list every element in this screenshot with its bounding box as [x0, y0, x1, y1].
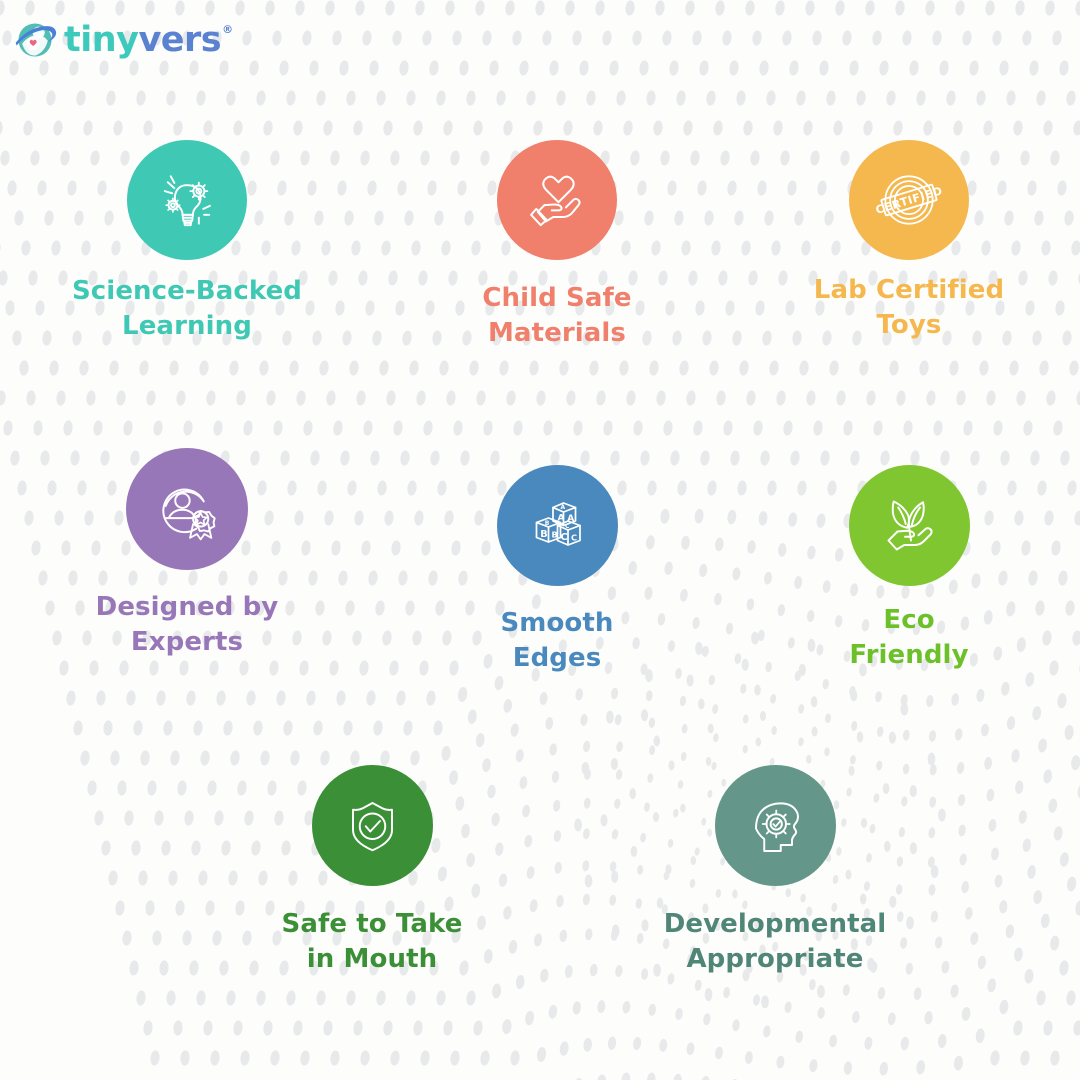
feature-label-designed-by-experts: Designed by Experts — [95, 592, 279, 657]
badge-circle-science — [127, 140, 247, 260]
svg-text:C: C — [571, 533, 577, 543]
badge-circle-eco-friendly — [848, 465, 970, 586]
feature-label-lab-certified-toys: Lab Certified Toys — [813, 275, 1005, 340]
svg-text:A: A — [560, 504, 565, 511]
lightbulb-gears-icon — [163, 175, 211, 227]
badge-circle-safe-mouth — [311, 765, 433, 886]
svg-text:B: B — [540, 529, 547, 540]
wordmark-vers: vers — [138, 19, 222, 60]
feature-label-safe-to-take-in-mouth: Safe to Take in Mouth — [281, 909, 463, 974]
hand-holding-plant-icon — [887, 500, 933, 551]
feature-label-developmental-appropriate: Developmental Appropriate — [663, 909, 887, 974]
feature-label-science-backed-learning: Science-Backed Learning — [71, 276, 303, 341]
svg-text:C: C — [560, 532, 567, 543]
svg-text:B: B — [551, 530, 557, 540]
badge-circle-lab-certified: CERTIFIED — [849, 140, 969, 260]
feature-item-science-backed-learning: Science-Backed Learning — [37, 140, 337, 344]
badge-circle-developmental — [714, 765, 836, 886]
feature-item-child-safe-materials: Child Safe Materials — [407, 140, 707, 351]
tinyvers-globe-baby-icon — [15, 23, 57, 57]
brand-logo: tiny vers ® — [12, 14, 233, 66]
svg-text:B: B — [544, 520, 549, 527]
certified-stamp-icon: CERTIFIED — [874, 175, 944, 225]
feature-item-developmental-appropriate: Developmental Appropriate — [625, 765, 925, 977]
badge-circle-child-safe — [497, 140, 617, 260]
registered-trademark-symbol: ® — [222, 22, 234, 36]
shield-check-icon — [351, 802, 393, 852]
svg-text:A: A — [567, 514, 574, 524]
abc-blocks-icon: A A A B B B C C C — [535, 502, 581, 546]
badge-circle-experts — [126, 448, 248, 570]
svg-text:A: A — [557, 513, 564, 523]
head-gear-check-icon — [754, 802, 799, 852]
svg-text:C: C — [565, 523, 570, 530]
wordmark-tiny: tiny — [64, 19, 139, 60]
feature-item-lab-certified-toys: CERTIFIED Lab Certified Toys — [759, 140, 1059, 343]
feature-label-eco-friendly: Eco Friendly — [849, 605, 969, 670]
feature-item-designed-by-experts: Designed by Experts — [37, 448, 337, 660]
badge-circle-smooth-edges: A A A B B B C C C — [496, 465, 618, 586]
person-award-badge-icon — [162, 488, 216, 541]
feature-item-safe-to-take-in-mouth: Safe to Take in Mouth — [222, 765, 522, 977]
brand-wordmark: tiny vers ® — [64, 19, 234, 60]
feature-label-child-safe-materials: Child Safe Materials — [482, 283, 632, 348]
feature-item-smooth-edges: A A A B B B C C C — [407, 465, 707, 676]
hand-holding-heart-icon — [530, 175, 581, 227]
feature-label-smooth-edges: Smooth Edges — [500, 608, 614, 673]
feature-item-eco-friendly: Eco Friendly — [759, 465, 1059, 673]
